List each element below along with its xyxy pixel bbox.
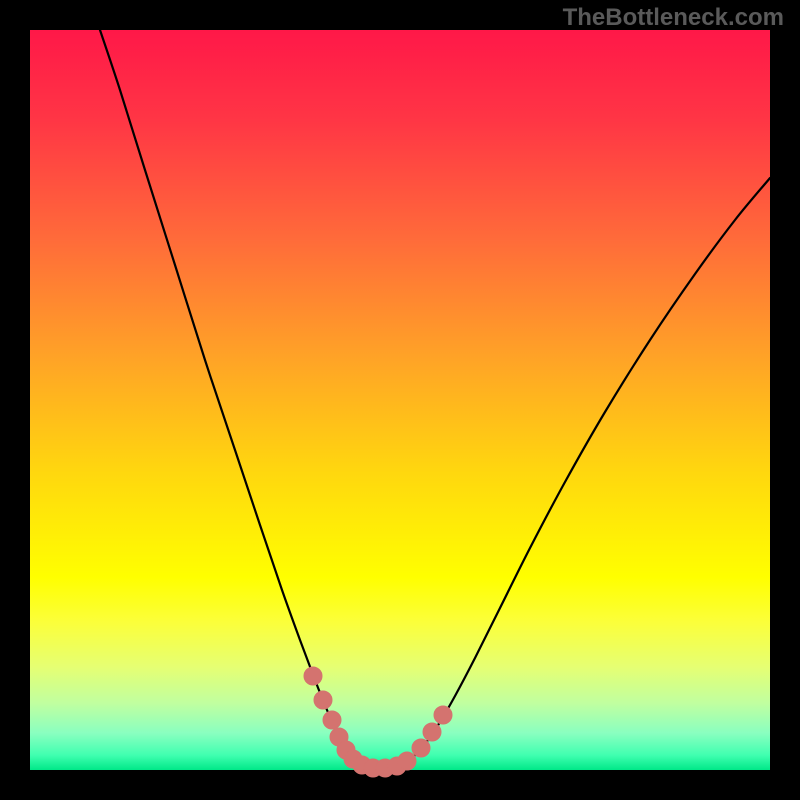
curve-marker [323, 711, 341, 729]
chart-svg [0, 0, 800, 800]
curve-marker [423, 723, 441, 741]
curve-marker [304, 667, 322, 685]
curve-marker [314, 691, 332, 709]
watermark-text: TheBottleneck.com [563, 4, 784, 32]
plot-background [30, 30, 770, 770]
curve-marker [412, 739, 430, 757]
curve-marker [434, 706, 452, 724]
curve-marker [398, 752, 416, 770]
